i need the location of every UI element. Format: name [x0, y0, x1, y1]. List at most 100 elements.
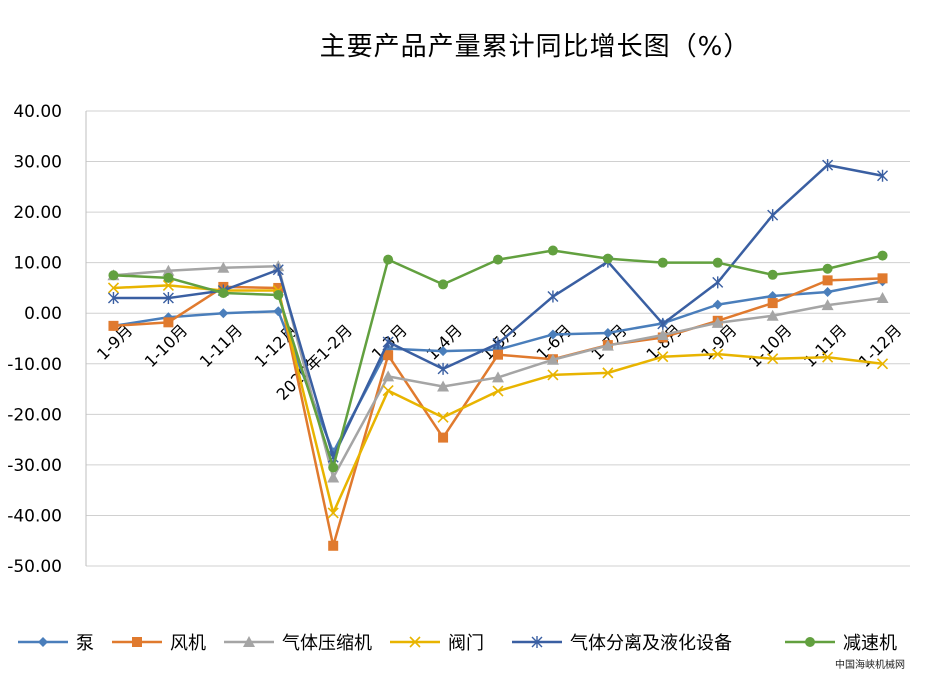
data-point	[547, 290, 559, 303]
data-point	[547, 369, 559, 381]
source-label: 中国海峡机械网	[835, 660, 905, 671]
data-point	[602, 327, 613, 338]
data-point	[108, 320, 119, 331]
y-tick-label: -20.00	[7, 405, 62, 425]
y-tick-label: 20.00	[13, 203, 62, 223]
data-point	[546, 353, 559, 365]
series-line	[113, 284, 883, 515]
data-point	[656, 328, 669, 340]
data-point	[243, 636, 255, 647]
data-point	[382, 370, 395, 382]
series-line	[113, 163, 883, 459]
series-line	[113, 277, 883, 548]
data-point	[383, 350, 394, 361]
data-point	[438, 432, 449, 443]
y-tick-label: 30.00	[13, 153, 62, 173]
data-point	[602, 367, 614, 379]
data-point	[437, 411, 449, 423]
y-tick-label: 40.00	[13, 102, 62, 122]
data-point	[877, 250, 888, 261]
data-point	[382, 385, 394, 397]
data-point	[547, 245, 558, 256]
data-point	[493, 254, 503, 265]
data-point	[218, 308, 229, 319]
data-point	[272, 263, 284, 276]
legend-label: 气体分离及液化设备	[570, 633, 732, 654]
data-point	[767, 209, 779, 222]
data-point	[437, 362, 449, 375]
data-point	[38, 637, 48, 647]
data-point	[531, 636, 543, 648]
data-point	[805, 637, 815, 647]
data-point	[876, 292, 889, 304]
series-阀门	[107, 279, 889, 519]
legend-label: 泵	[76, 633, 94, 654]
data-point	[273, 290, 284, 301]
data-point	[327, 471, 340, 483]
data-point	[493, 349, 503, 360]
data-point	[107, 282, 120, 294]
data-point	[657, 257, 668, 268]
data-point	[273, 282, 284, 293]
y-tick-label: 0.00	[24, 304, 62, 324]
series-line	[113, 280, 883, 454]
data-point	[217, 261, 230, 273]
data-point	[492, 385, 504, 397]
legend-item: 泵	[18, 633, 94, 654]
data-point	[382, 336, 394, 349]
data-point	[767, 269, 778, 280]
data-point	[328, 540, 339, 551]
legend-label: 气体压缩机	[282, 633, 372, 654]
data-point	[383, 254, 394, 265]
data-point	[767, 353, 779, 365]
y-tick-label: -50.00	[7, 557, 62, 577]
legend-item: 减速机	[785, 633, 897, 654]
data-point	[492, 337, 504, 350]
grid-layer	[85, 110, 910, 567]
data-point	[438, 279, 449, 290]
x-tick-label: 1-4月	[423, 321, 466, 364]
data-point	[767, 298, 778, 309]
data-point	[108, 270, 119, 281]
data-point	[328, 462, 339, 473]
y-tick-label: -10.00	[7, 355, 62, 375]
data-point	[437, 380, 450, 392]
data-point	[162, 279, 174, 291]
legend-item: 风机	[112, 633, 206, 654]
y-axis: 40.00 30.00 20.00 10.00 0.00 -10.00 -20.00 -30.…	[7, 102, 62, 577]
data-point	[876, 358, 889, 370]
data-point	[657, 351, 669, 363]
y-tick-label: -30.00	[7, 456, 62, 476]
data-point	[822, 275, 833, 286]
chart-title: 主要产品产量累计同比增长图（%）	[319, 32, 751, 62]
data-point	[712, 348, 724, 360]
series-layer	[107, 159, 889, 551]
data-point	[492, 371, 504, 383]
legend-item: 气体分离及液化设备	[512, 633, 732, 654]
data-point	[163, 272, 174, 283]
data-point	[327, 507, 339, 519]
y-tick-label: -40.00	[7, 506, 62, 526]
data-point	[766, 309, 779, 321]
series-减速机	[108, 245, 888, 473]
data-point	[438, 346, 449, 357]
data-point	[163, 317, 174, 328]
legend: 泵 风机 气体压缩机 阀门 气体分离及液化设备 减速机	[18, 633, 897, 654]
legend-label: 阀门	[448, 633, 484, 654]
data-point	[822, 286, 833, 297]
data-point	[409, 636, 421, 648]
data-point	[712, 257, 723, 268]
data-point	[273, 306, 284, 317]
data-point	[877, 169, 889, 182]
data-point	[712, 299, 723, 310]
data-point	[822, 159, 834, 172]
data-point	[821, 299, 834, 311]
data-point	[162, 264, 175, 276]
data-point	[601, 339, 614, 351]
legend-item: 阀门	[390, 633, 484, 654]
data-point	[711, 316, 724, 328]
series-气体压缩机	[107, 260, 889, 483]
legend-label: 风机	[170, 633, 206, 654]
